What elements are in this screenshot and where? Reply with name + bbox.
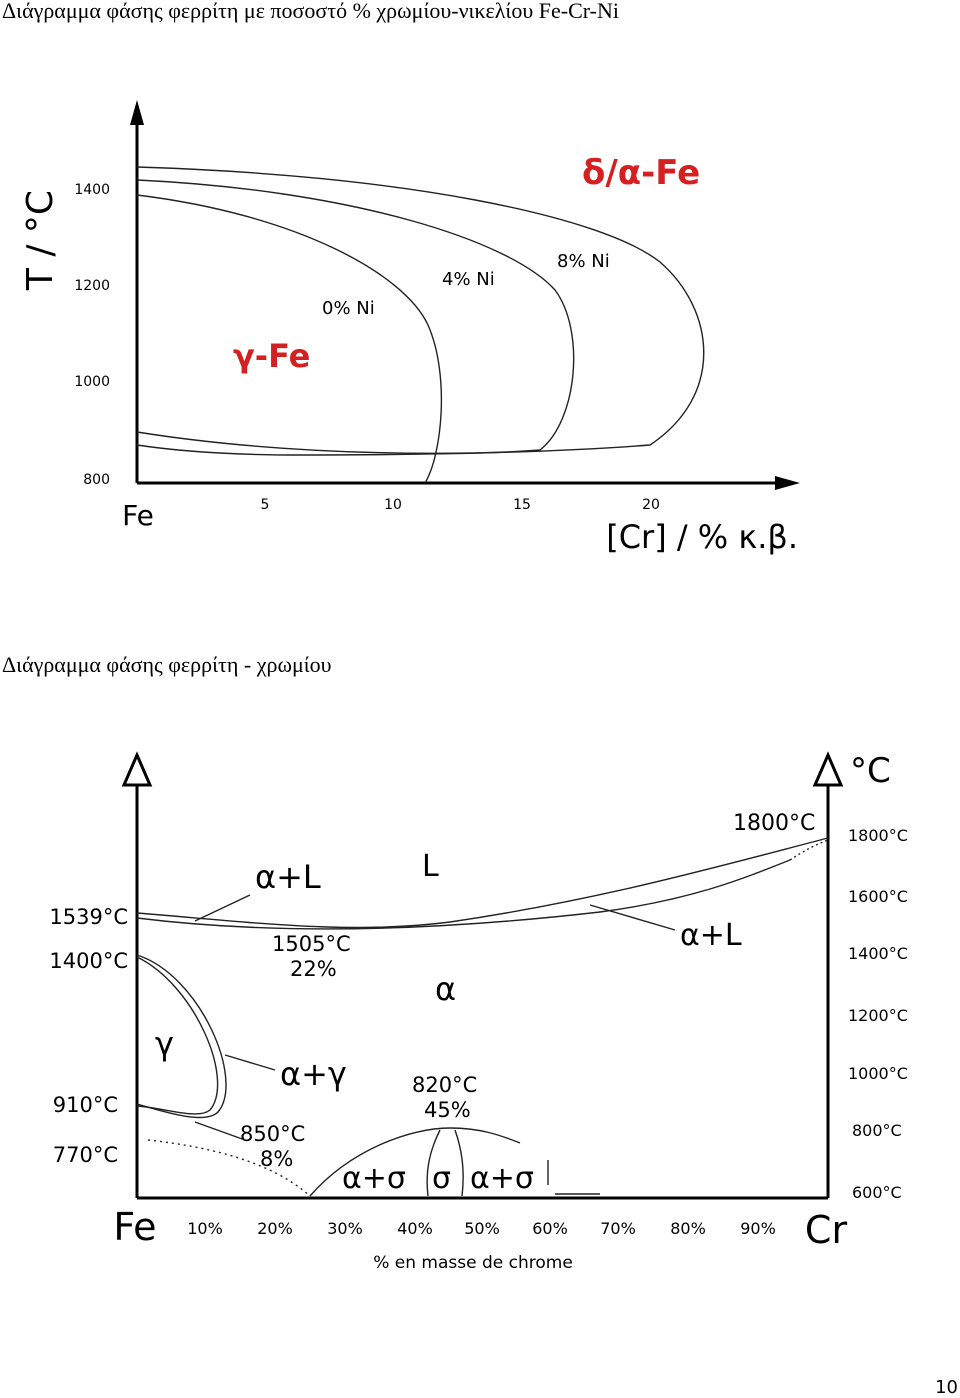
curve-label: 4% Ni: [442, 269, 495, 290]
x-axis-label: [Cr] / % κ.β.: [606, 518, 798, 556]
curve-label: 0% Ni: [322, 298, 375, 319]
leader: [194, 1054, 276, 1141]
diagram-2: °C 1800°C 1600°C 1400°C 1200°C 1000°C 80…: [49, 751, 908, 1273]
annotation: 22%: [290, 957, 337, 981]
x-start: Fe: [113, 1205, 156, 1249]
x-tick-label: 15: [513, 497, 531, 513]
x-tick-label: 10: [384, 497, 402, 513]
region-label: γ-Fe: [233, 337, 310, 375]
arrow: [775, 476, 800, 490]
x-origin-label: Fe: [122, 499, 154, 532]
arrow: [130, 100, 144, 125]
curve: [147, 1139, 311, 1197]
arrow: [121, 751, 153, 787]
caption: Διάγραμμα φάσης φερρίτη - χρωμίου: [2, 652, 332, 677]
curve: [136, 837, 829, 929]
caption: Διάγραμμα φάσης φερρίτη με ποσοστό % χρω…: [2, 0, 619, 23]
curve: [309, 1127, 521, 1197]
curve: [136, 954, 227, 1119]
x-tick-label: 10%: [187, 1219, 223, 1238]
annotation: γ: [155, 1025, 174, 1063]
annotation: α+σ: [470, 1161, 534, 1196]
annotations: 1800°C α+L L 1505°C 22% α γ α+γ 850°C 8%…: [155, 811, 815, 1196]
y-tick-label: 1000: [74, 374, 110, 390]
annotation: 1800°C: [733, 811, 815, 836]
y-axis-label: T / °C: [20, 190, 61, 291]
annotation: α+σ: [342, 1161, 406, 1196]
right-tick-label: 1000°C: [848, 1064, 908, 1083]
leader: [194, 894, 676, 931]
x-tick-label: 70%: [600, 1219, 636, 1238]
right-tick-label: 800°C: [852, 1121, 902, 1140]
right-tick-label: 600°C: [852, 1183, 902, 1202]
x-tick-label: 60%: [532, 1219, 568, 1238]
region-label: δ/α-Fe: [582, 153, 700, 193]
annotation: L: [422, 849, 439, 884]
annotation: 1505°C: [272, 932, 351, 956]
annotation: σ: [432, 1161, 451, 1196]
right-tick-label: 1800°C: [848, 826, 908, 845]
x-axis-label: % en masse de chrome: [373, 1253, 573, 1273]
page-number: 10: [935, 1377, 958, 1398]
left-label: 910°C: [53, 1093, 118, 1117]
left-label: 1539°C: [49, 905, 128, 929]
right-tick-label: 1600°C: [848, 887, 908, 906]
left-label: 770°C: [53, 1143, 118, 1167]
x-tick-label: 80%: [670, 1219, 706, 1238]
annotation: α+γ: [280, 1055, 347, 1093]
right-axis-label: °C: [850, 751, 891, 791]
curve: [136, 859, 791, 930]
arrow: [812, 751, 844, 787]
curve: [426, 1129, 600, 1197]
annotation: 45%: [424, 1098, 471, 1122]
diagram-1: T / °C 1400 1200 1000 800 Fe 5 10 15 20 …: [20, 100, 800, 556]
x-tick-label: 40%: [397, 1219, 433, 1238]
annotation: α+L: [255, 858, 321, 896]
x-tick-label: 30%: [327, 1219, 363, 1238]
left-label: 1400°C: [49, 949, 128, 973]
annotation: 850°C: [240, 1122, 305, 1146]
x-tick-label: 90%: [740, 1219, 776, 1238]
left-labels: 1539°C 1400°C 910°C 770°C: [49, 905, 128, 1167]
right-ticks: 1800°C 1600°C 1400°C 1200°C 1000°C 800°C…: [848, 826, 908, 1202]
curve: [136, 166, 705, 456]
y-tick-label: 800: [83, 472, 110, 488]
annotation: α: [435, 970, 456, 1008]
right-tick-label: 1200°C: [848, 1006, 908, 1025]
annotation: 8%: [260, 1147, 293, 1171]
curve: [136, 179, 575, 455]
x-end: Cr: [805, 1208, 848, 1252]
x-tick-label: 5: [261, 497, 270, 513]
x-ticks: 10% 20% 30% 40% 50% 60% 70% 80% 90%: [187, 1219, 776, 1238]
x-tick-label: 20%: [257, 1219, 293, 1238]
right-tick-label: 1400°C: [848, 944, 908, 963]
x-tick-label: 20: [642, 497, 660, 513]
curve-label: 8% Ni: [557, 251, 610, 272]
y-tick-label: 1200: [74, 278, 110, 294]
annotation: α+L: [680, 918, 742, 953]
y-tick-label: 1400: [74, 182, 110, 198]
annotation: 820°C: [412, 1073, 477, 1097]
curve: [136, 956, 219, 1115]
curve: [136, 194, 443, 484]
x-tick-label: 50%: [464, 1219, 500, 1238]
